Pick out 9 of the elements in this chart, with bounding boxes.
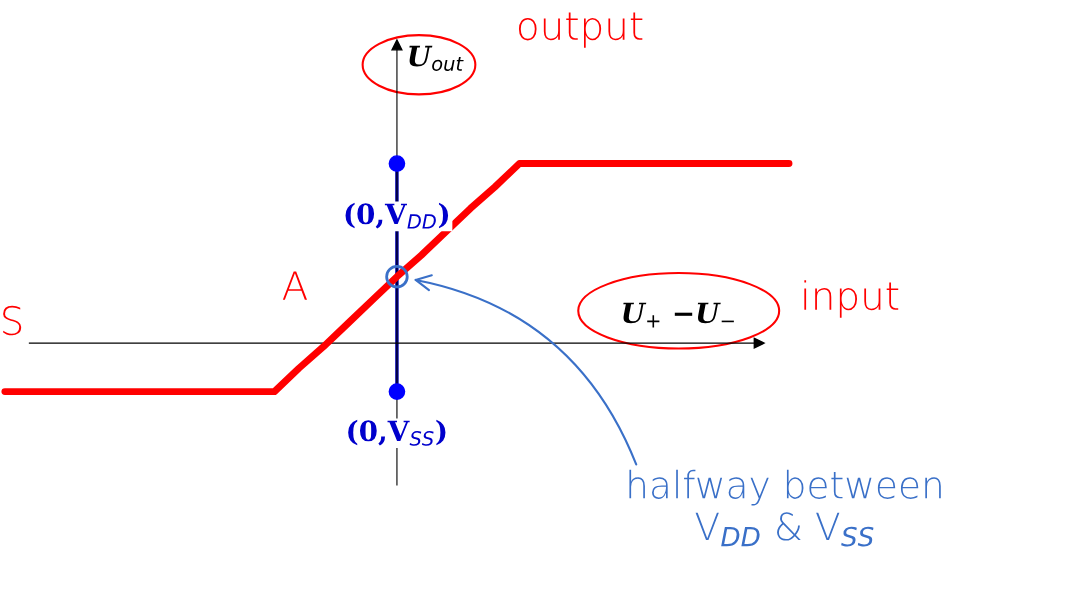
text: input xyxy=(804,280,899,318)
annotation: (0,V$_{DD}$) xyxy=(345,202,449,229)
text: halfway between V$_{DD}$ & V$_{SS}$ xyxy=(629,469,941,547)
annotation: S xyxy=(3,305,22,336)
y-axis-title: U$_{out}$ xyxy=(409,45,464,71)
x-axis-title: U$_{+}$ −U$_{−}$ xyxy=(623,302,734,328)
annotation: A xyxy=(282,271,308,300)
text: (0,V$_{SS}$) xyxy=(348,419,446,446)
text: output xyxy=(518,12,643,48)
